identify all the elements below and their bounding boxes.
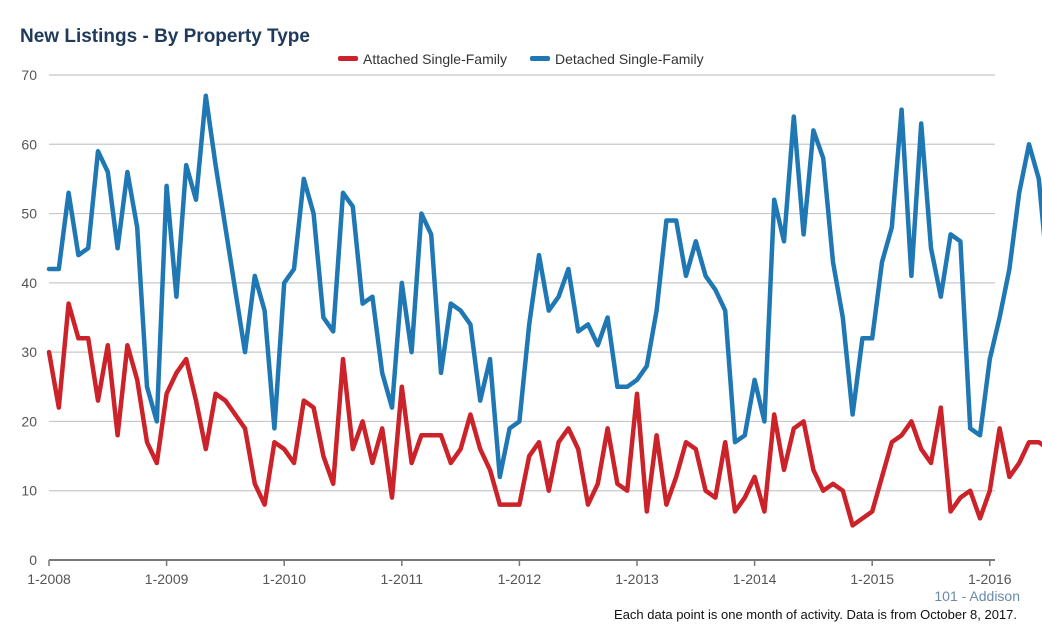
y-tick-label: 40 — [21, 275, 37, 291]
y-tick-label: 60 — [21, 136, 37, 152]
x-tick-label: 1-2011 — [381, 571, 424, 587]
y-tick-label: 0 — [29, 552, 37, 568]
x-tick-label: 1-2010 — [262, 571, 306, 587]
legend: Attached Single-Family Detached Single-F… — [338, 51, 704, 67]
x-tick-label: 1-2014 — [733, 571, 777, 587]
y-axis-ticks: 0 10 20 30 40 50 60 70 — [21, 67, 37, 568]
x-tick-label: 1-2013 — [615, 571, 659, 587]
x-tick-label: 1-2012 — [498, 571, 542, 587]
y-tick-label: 20 — [21, 413, 37, 429]
x-axis-ticks: 1-2008 1-2009 1-2010 1-2011 1-2012 1-2013 1-20… — [27, 560, 1012, 587]
legend-label-detached: Detached Single-Family — [555, 51, 704, 67]
y-tick-label: 70 — [21, 67, 37, 83]
x-tick-label: 1-2016 — [968, 571, 1012, 587]
legend-swatch-detached — [530, 56, 550, 61]
legend-label-attached: Attached Single-Family — [363, 51, 507, 67]
footer-note: Each data point is one month of activity… — [614, 607, 1017, 622]
x-tick-label: 1-2008 — [27, 571, 71, 587]
y-tick-label: 30 — [21, 344, 37, 360]
y-tick-label: 50 — [21, 206, 37, 222]
x-tick-label: 1-2015 — [850, 571, 894, 587]
series-line-attached[interactable] — [46, 301, 1042, 528]
legend-item-detached[interactable]: Detached Single-Family — [530, 51, 704, 67]
y-tick-label: 10 — [21, 483, 37, 499]
footer-source: 101 - Addison — [934, 588, 1020, 604]
x-tick-label: 1-2009 — [145, 571, 189, 587]
chart-title: New Listings - By Property Type — [20, 26, 310, 47]
gridlines — [49, 74, 995, 492]
series-line-detached[interactable] — [46, 93, 1042, 480]
series-lines — [46, 93, 1042, 528]
legend-item-attached[interactable]: Attached Single-Family — [338, 51, 507, 67]
legend-swatch-attached — [338, 56, 358, 61]
